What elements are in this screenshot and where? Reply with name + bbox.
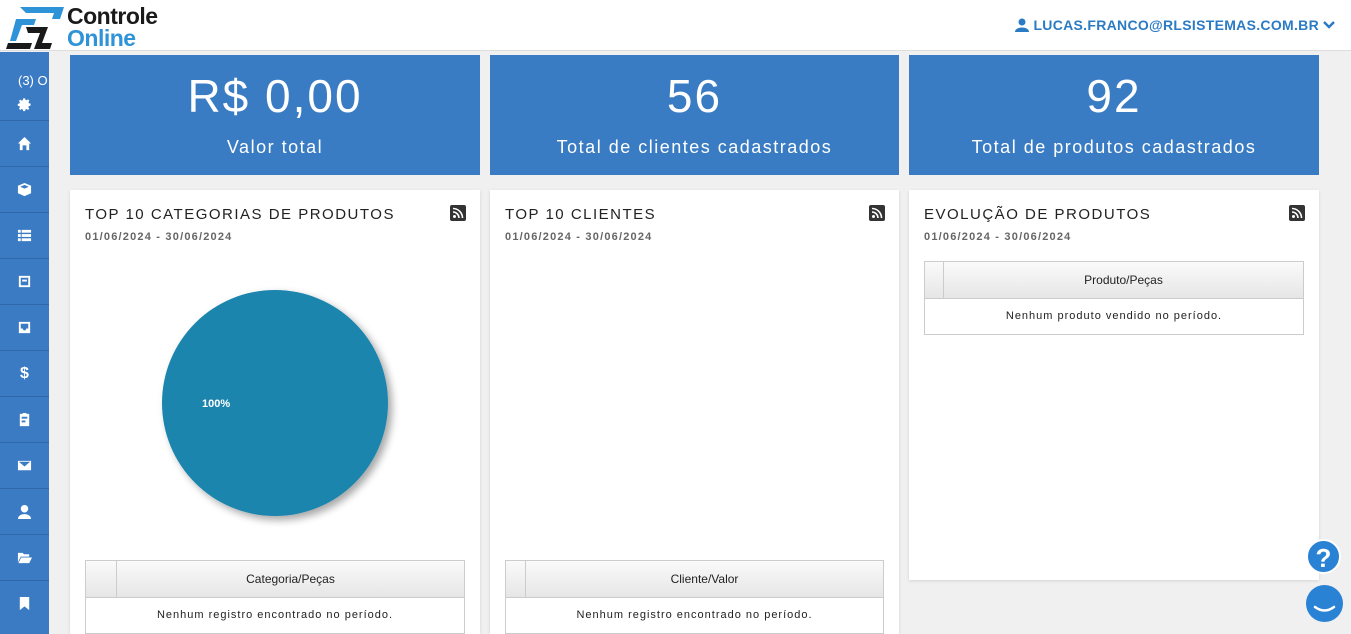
table-header-row: Categoria/Peças	[86, 561, 464, 598]
table-header-cell[interactable]: Cliente/Valor	[670, 572, 739, 586]
logo-text: Controle Online	[67, 3, 158, 51]
stat-label: Valor total	[226, 137, 324, 157]
sidebar-item-inbox[interactable]	[0, 304, 49, 350]
dollar-icon: $	[20, 364, 29, 382]
sidebar-item-home[interactable]	[0, 120, 49, 166]
table-empty-row: Nenhum produto vendido no período.	[1005, 310, 1223, 322]
stat-total-value: R$ 0,00 Valor total	[70, 55, 480, 175]
bookmark-icon	[19, 596, 30, 611]
sidebar-item-products[interactable]	[0, 166, 49, 212]
card-date-range: 01/06/2024 - 30/06/2024	[85, 231, 233, 243]
inbox-icon	[18, 321, 31, 334]
card-title: EVOLUÇÃO DE PRODUTOS	[924, 206, 1152, 223]
user-menu[interactable]: LUCAS.FRANCO@RLSISTEMAS.COM.BR	[1015, 17, 1335, 33]
user-icon	[1015, 18, 1030, 32]
stat-label: Total de produtos cadastrados	[971, 137, 1257, 157]
stat-value: 56	[666, 70, 723, 122]
stat-value: R$ 0,00	[187, 70, 363, 122]
chat-bubble-icon	[1313, 605, 1336, 612]
home-icon	[17, 136, 32, 151]
chevron-down-icon	[1323, 21, 1335, 29]
clients-table: Cliente/Valor Nenhum registro encontrado…	[505, 560, 884, 634]
user-icon	[17, 504, 32, 519]
sidebar-item-bookmarks[interactable]	[0, 580, 49, 626]
table-empty-row: Nenhum registro encontrado no período.	[156, 609, 394, 621]
card-date-range: 01/06/2024 - 30/06/2024	[505, 231, 653, 243]
sidebar-item-files[interactable]	[0, 534, 49, 580]
sidebar-item-archive[interactable]	[0, 258, 49, 304]
folder-open-icon	[17, 552, 32, 564]
archive-icon	[18, 275, 31, 288]
rss-icon[interactable]	[1289, 205, 1305, 221]
cube-icon	[17, 182, 32, 197]
list-icon	[17, 229, 32, 242]
stat-label: Total de clientes cadastrados	[556, 137, 833, 157]
gear-icon	[17, 97, 31, 111]
top-bar: Controle Online LUCAS.FRANCO@RLSISTEMAS.…	[0, 0, 1351, 51]
sidebar-item-finance[interactable]: $	[0, 350, 49, 396]
table-header-stub	[86, 561, 117, 597]
categories-table: Categoria/Peças Nenhum registro encontra…	[85, 560, 465, 634]
card-title: TOP 10 CATEGORIAS DE PRODUTOS	[85, 206, 395, 223]
rss-icon[interactable]	[450, 205, 466, 221]
clipboard-icon	[19, 412, 30, 427]
card-product-evolution: EVOLUÇÃO DE PRODUTOS 01/06/2024 - 30/06/…	[909, 190, 1319, 580]
card-top-clients: TOP 10 CLIENTES 01/06/2024 - 30/06/2024 …	[490, 190, 899, 634]
table-empty-row: Nenhum registro encontrado no período.	[576, 609, 813, 621]
pie-chart: 100%	[162, 290, 388, 516]
sidebar-notifications[interactable]: (3) O	[18, 73, 48, 88]
pie-data-label: 100%	[202, 398, 230, 410]
sidebar-item-list[interactable]	[0, 212, 49, 258]
sidebar-item-messages[interactable]	[0, 442, 49, 488]
table-header-row: Cliente/Valor	[506, 561, 883, 598]
sidebar-item-users[interactable]	[0, 488, 49, 534]
card-title: TOP 10 CLIENTES	[505, 206, 657, 223]
help-button[interactable]: ?	[1306, 539, 1341, 574]
envelope-icon	[17, 460, 32, 471]
products-table: Produto/Peças Nenhum produto vendido no …	[924, 261, 1304, 335]
rss-icon[interactable]	[869, 205, 885, 221]
logo-mark-icon	[6, 7, 64, 49]
table-header-stub	[506, 561, 526, 597]
card-top-categories: TOP 10 CATEGORIAS DE PRODUTOS 01/06/2024…	[70, 190, 480, 634]
stat-value: 92	[1086, 70, 1142, 122]
pie-slice[interactable]	[162, 290, 388, 516]
table-header-row: Produto/Peças	[925, 262, 1303, 299]
sidebar-item-settings[interactable]	[0, 88, 49, 120]
logo-line2: Online	[67, 25, 136, 51]
table-header-cell[interactable]: Categoria/Peças	[246, 572, 335, 586]
chat-button[interactable]	[1306, 585, 1343, 622]
user-email: LUCAS.FRANCO@RLSISTEMAS.COM.BR	[1033, 17, 1319, 33]
card-date-range: 01/06/2024 - 30/06/2024	[924, 231, 1072, 243]
app-logo[interactable]: Controle Online	[6, 3, 176, 51]
sidebar: (3) O $	[0, 52, 49, 634]
stat-total-clients: 56 Total de clientes cadastrados	[490, 55, 899, 175]
stat-total-products: 92 Total de produtos cadastrados	[909, 55, 1319, 175]
table-header-cell[interactable]: Produto/Peças	[1084, 273, 1163, 287]
logo-line1: Controle	[67, 3, 158, 29]
table-header-stub	[925, 262, 944, 298]
sidebar-item-orders[interactable]	[0, 396, 49, 442]
